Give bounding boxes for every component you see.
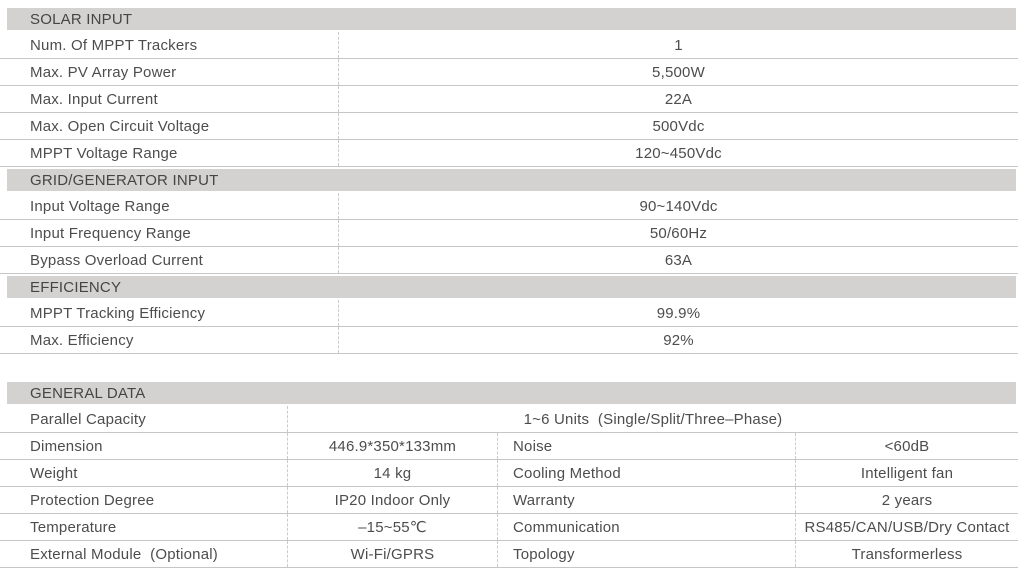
spec-label: Parallel Capacity xyxy=(30,410,146,428)
spec-value: 2 years xyxy=(795,487,1018,513)
section-header-solar-input: SOLAR INPUT xyxy=(7,8,1016,30)
spec-row: External Module (Optional) Wi-Fi/GPRS To… xyxy=(0,541,1018,568)
spec-row: MPPT Voltage Range 120~450Vdc xyxy=(0,140,1018,167)
spec-value: Intelligent fan xyxy=(795,460,1018,486)
spec-value: 5,500W xyxy=(338,59,1018,85)
spec-row: Max. Efficiency 92% xyxy=(0,327,1018,354)
spec-label: MPPT Tracking Efficiency xyxy=(30,304,206,322)
spec-row-parallel-capacity: Parallel Capacity 1~6 Units (Single/Spli… xyxy=(0,406,1018,433)
spec-row: Num. Of MPPT Trackers 1 xyxy=(0,32,1018,59)
spec-label: Input Frequency Range xyxy=(30,224,191,242)
spec-label: Temperature xyxy=(30,518,117,536)
spec-row: Dimension 446.9*350*133mm Noise <60dB xyxy=(0,433,1018,460)
spec-row: MPPT Tracking Efficiency 99.9% xyxy=(0,300,1018,327)
spec-label: Cooling Method xyxy=(497,460,795,486)
spec-value: RS485/CAN/USB/Dry Contact xyxy=(795,514,1018,540)
spec-value: 120~450Vdc xyxy=(338,140,1018,166)
spec-value: 22A xyxy=(338,86,1018,112)
spec-value: 446.9*350*133mm xyxy=(287,433,497,459)
spec-value: 63A xyxy=(338,247,1018,273)
spec-row: Input Frequency Range 50/60Hz xyxy=(0,220,1018,247)
spec-row: Input Voltage Range 90~140Vdc xyxy=(0,193,1018,220)
spec-label: Max. Input Current xyxy=(30,90,158,108)
spec-label: Num. Of MPPT Trackers xyxy=(30,36,198,54)
section-header-efficiency: EFFICIENCY xyxy=(7,276,1016,298)
spec-value: IP20 Indoor Only xyxy=(287,487,497,513)
spec-row: Max. PV Array Power 5,500W xyxy=(0,59,1018,86)
spec-label: Topology xyxy=(497,541,795,567)
spec-label: Dimension xyxy=(30,437,103,455)
table-general-data: Parallel Capacity 1~6 Units (Single/Spli… xyxy=(0,406,1024,568)
spec-value: 1~6 Units (Single/Split/Three–Phase) xyxy=(287,406,1018,432)
spec-label: Input Voltage Range xyxy=(30,197,170,215)
section-header-grid-generator-input: GRID/GENERATOR INPUT xyxy=(7,169,1016,191)
spec-row: Max. Input Current 22A xyxy=(0,86,1018,113)
spec-value: 1 xyxy=(338,32,1018,58)
spec-value: 90~140Vdc xyxy=(338,193,1018,219)
spec-row: Protection Degree IP20 Indoor Only Warra… xyxy=(0,487,1018,514)
spec-label: MPPT Voltage Range xyxy=(30,144,178,162)
spec-row: Max. Open Circuit Voltage 500Vdc xyxy=(0,113,1018,140)
table-grid-generator-input: Input Voltage Range 90~140Vdc Input Freq… xyxy=(0,193,1024,274)
spec-value: Transformerless xyxy=(795,541,1018,567)
spec-label: Warranty xyxy=(497,487,795,513)
spec-label: Bypass Overload Current xyxy=(30,251,204,269)
table-efficiency: MPPT Tracking Efficiency 99.9% Max. Effi… xyxy=(0,300,1024,354)
spec-value: 99.9% xyxy=(338,300,1018,326)
spec-value: 500Vdc xyxy=(338,113,1018,139)
section-header-general-data: GENERAL DATA xyxy=(7,382,1016,404)
spec-value: –15~55℃ xyxy=(287,514,497,540)
spec-label: Max. PV Array Power xyxy=(30,63,177,81)
spec-label: External Module (Optional) xyxy=(30,545,218,563)
section-spacer xyxy=(0,354,1024,380)
spec-row: Temperature –15~55℃ Communication RS485/… xyxy=(0,514,1018,541)
spec-value: 50/60Hz xyxy=(338,220,1018,246)
spec-label: Weight xyxy=(30,464,78,482)
spec-label: Protection Degree xyxy=(30,491,155,509)
table-solar-input: Num. Of MPPT Trackers 1 Max. PV Array Po… xyxy=(0,32,1024,167)
spec-label: Noise xyxy=(497,433,795,459)
spec-value: 14 kg xyxy=(287,460,497,486)
spec-value: Wi-Fi/GPRS xyxy=(287,541,497,567)
spec-row: Bypass Overload Current 63A xyxy=(0,247,1018,274)
spec-value: 92% xyxy=(338,327,1018,353)
spec-label: Max. Efficiency xyxy=(30,331,134,349)
spec-label: Max. Open Circuit Voltage xyxy=(30,117,210,135)
spec-value: <60dB xyxy=(795,433,1018,459)
spec-label: Communication xyxy=(497,514,795,540)
spec-row: Weight 14 kg Cooling Method Intelligent … xyxy=(0,460,1018,487)
